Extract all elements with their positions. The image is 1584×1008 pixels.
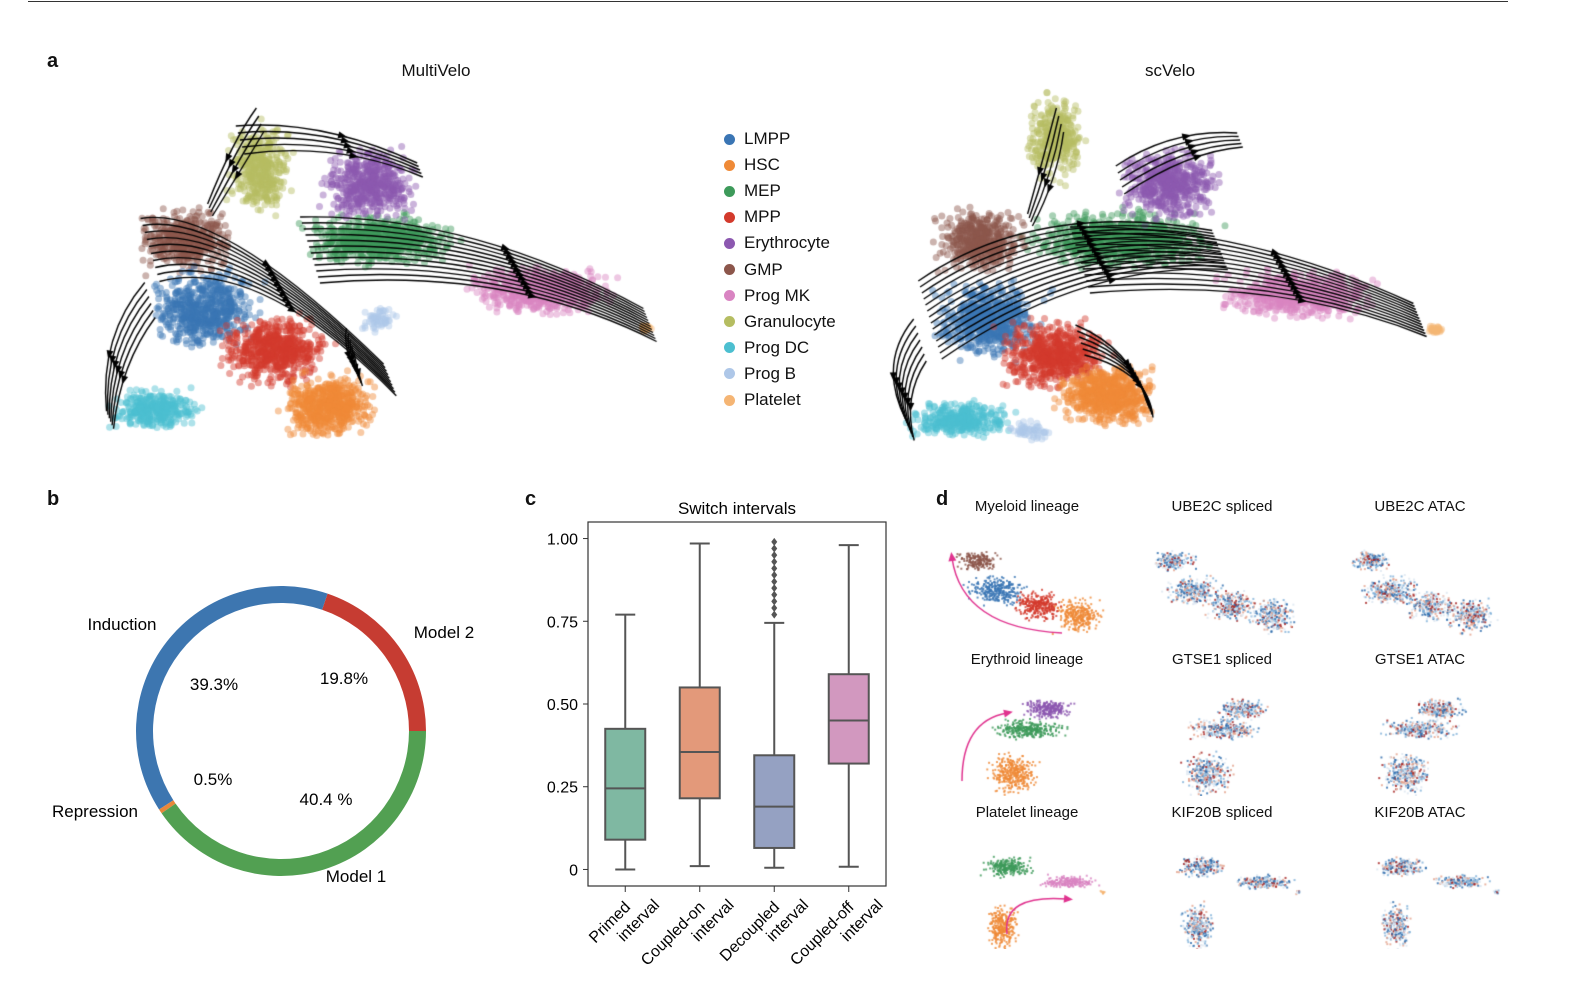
legend-label: Prog MK (744, 285, 811, 305)
outlier-point (771, 610, 778, 619)
legend-label: GMP (744, 259, 783, 279)
donut-slice (136, 586, 328, 810)
outlier-point (771, 557, 778, 566)
y-tick-label: 0.75 (547, 614, 578, 631)
legend-swatch (724, 264, 735, 275)
legend-item: LMPP (724, 128, 790, 150)
subplot-title: Myeloid lineage (974, 498, 1080, 515)
legend-label: Prog DC (744, 337, 810, 357)
legend-item: Prog MK (724, 285, 810, 307)
box (753, 754, 796, 849)
slice-label: Model 1 (326, 867, 386, 886)
legend-item: GMP (724, 259, 783, 281)
panel-label-d: d (936, 488, 949, 510)
outlier-point (771, 577, 778, 586)
umap-multivelo (90, 80, 670, 460)
legend-label: LMPP (744, 129, 791, 148)
slice-value-label: 19.8% (320, 669, 368, 688)
legend-label: Granulocyte (744, 311, 836, 331)
panel-label-c: c (525, 488, 537, 510)
subplot-title: Erythroid lineage (970, 651, 1084, 668)
outlier-point (771, 537, 778, 546)
legend-label: Platelet (744, 390, 801, 409)
box (678, 686, 721, 800)
gene-scatter (1335, 671, 1505, 796)
panel-label-a: a (47, 50, 59, 72)
legend-swatch (724, 368, 735, 380)
outlier-point (771, 544, 778, 553)
subplot-title: GTSE1 ATAC (1374, 651, 1466, 668)
legend-swatch (724, 290, 735, 302)
subplot-title: KIF20B spliced (1171, 804, 1273, 821)
panel-label-b: b (47, 488, 60, 510)
legend-label: Erythrocyte (744, 233, 830, 253)
subplot-title: UBE2C ATAC (1374, 498, 1466, 515)
legend-item: Erythrocyte (724, 232, 830, 254)
slice-value-label: 0.5% (194, 770, 233, 789)
gene-scatter (1137, 824, 1307, 949)
slice-label: Induction (88, 615, 157, 634)
legend-item: MEP (724, 180, 781, 202)
legend-label: MEP (744, 181, 781, 201)
outlier-point (771, 570, 778, 579)
y-tick-label: 1.00 (547, 532, 578, 549)
legend-swatch (724, 237, 735, 249)
gene-scatter (1335, 518, 1505, 643)
legend-swatch (724, 211, 735, 223)
box (604, 727, 647, 841)
gene-scatter (1335, 824, 1505, 949)
lineage-scatter (942, 518, 1112, 643)
box-plot: Switch intervals00.250.500.751.00Primedi… (547, 499, 887, 983)
multivelo-title: MultiVelo (401, 61, 471, 80)
donut-slice (322, 593, 426, 731)
x-tick-label: Coupled-offinterval (787, 883, 886, 982)
lineage-scatter (942, 824, 1112, 949)
slice-label: Model 2 (414, 623, 474, 642)
outlier-point (771, 604, 778, 613)
legend-item: HSC (724, 154, 780, 176)
subplot-title: UBE2C spliced (1171, 498, 1273, 515)
y-tick-label: 0.50 (547, 697, 578, 714)
donut-slice (159, 800, 176, 814)
legend-item: Prog DC (724, 337, 809, 359)
legend-swatch (724, 133, 735, 145)
subplot-title: GTSE1 spliced (1171, 651, 1273, 668)
legend-swatch (724, 394, 735, 406)
legend-swatch (724, 316, 735, 328)
box (827, 673, 870, 765)
legend-swatch (724, 185, 735, 197)
outlier-point (771, 597, 778, 606)
outlier-point (771, 584, 778, 593)
scvelo-title: scVelo (1144, 61, 1196, 80)
y-tick-label: 0.25 (547, 780, 578, 797)
legend-item: Prog B (724, 363, 796, 385)
legend-item: MPP (724, 206, 781, 228)
donut-slice (161, 731, 426, 876)
gene-scatter (1137, 671, 1307, 796)
legend-label: HSC (744, 155, 780, 175)
slice-value-label: 40.4 % (300, 790, 353, 809)
outlier-point (771, 564, 778, 573)
slice-value-label: 39.3% (190, 675, 238, 694)
x-tick-label: Coupled-oninterval (638, 883, 738, 983)
gene-scatter (1137, 518, 1307, 643)
y-tick-label: 0 (569, 862, 578, 879)
chart-title: Switch intervals (678, 499, 796, 518)
slice-label: Repression (52, 802, 138, 821)
subplot-title: KIF20B ATAC (1374, 804, 1466, 821)
donut-chart: Model 2 19.8% Induction 39.3% Repression 0.5%… (52, 586, 474, 886)
lineage-scatter (942, 671, 1112, 796)
umap-scvelo (880, 80, 1460, 460)
legend-item: Granulocyte (724, 311, 836, 333)
outlier-point (771, 590, 778, 599)
legend-swatch (724, 342, 735, 354)
legend-swatch (724, 159, 735, 171)
outlier-point (771, 551, 778, 560)
legend-label: Prog B (744, 363, 796, 383)
top-rule (28, 1, 1508, 2)
legend-label: MPP (744, 207, 781, 227)
subplot-title: Platelet lineage (975, 804, 1079, 821)
legend-item: Platelet (724, 389, 801, 411)
